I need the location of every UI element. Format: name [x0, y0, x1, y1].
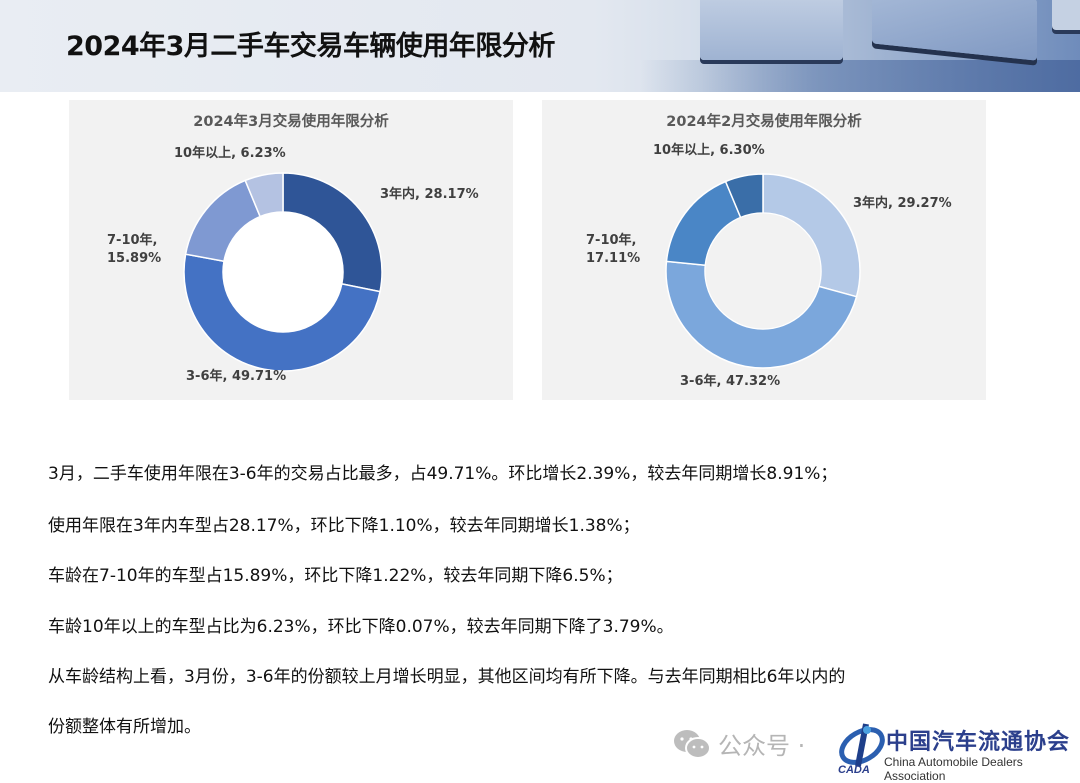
analysis-line: 份额整体有所增加。: [48, 717, 201, 737]
data-label-3y: 3年内, 29.27%: [853, 196, 952, 211]
data-label-7to10-value: 15.89%: [107, 251, 162, 266]
data-label-10plus: 10年以上, 6.23%: [174, 146, 286, 161]
donut-hole: [223, 212, 343, 332]
analysis-line: 从车龄结构上看，3月份，3-6年的份额较上月增长明显，其他区间均有所下降。与去年…: [48, 667, 846, 687]
watermark-org-en: China Automobile Dealers Association: [884, 755, 1023, 783]
data-label-7to10: 7-10年,: [107, 233, 158, 248]
chart-title: 2024年3月交易使用年限分析: [193, 114, 389, 130]
watermark: 公众号 · 中国汽车流通协会 China Automobile Dealers …: [668, 718, 1080, 783]
donut-segment: [183, 253, 381, 372]
donut-chart-march: [183, 172, 383, 372]
donut-segment: [724, 173, 764, 219]
analysis-line: 车龄10年以上的车型占比为6.23%，环比下降0.07%，较去年同期下降了3.7…: [48, 617, 674, 637]
donut-segment: [762, 173, 861, 298]
data-label-7to10-value: 17.11%: [586, 251, 641, 266]
banner-cube-decoration: [1052, 0, 1080, 30]
data-label-3y: 3年内, 28.17%: [380, 187, 479, 202]
donut-segment: [244, 172, 284, 218]
page-title: 2024年3月二手车交易车辆使用年限分析: [66, 31, 555, 62]
chart-title: 2024年2月交易使用年限分析: [666, 114, 862, 130]
watermark-org-cn: 中国汽车流通协会: [886, 729, 1071, 755]
donut-chart-february: [665, 173, 861, 369]
watermark-prefix: 公众号 ·: [718, 732, 806, 760]
banner-cube-decoration: [700, 0, 843, 60]
analysis-line: 使用年限在3年内车型占28.17%，环比下降1.10%，较去年同期增长1.38%…: [48, 516, 640, 536]
data-label-3to6: 3-6年, 47.32%: [680, 374, 781, 389]
analysis-line: 车龄在7-10年的车型占15.89%，环比下降1.22%，较去年同期下降6.5%…: [48, 566, 623, 586]
cada-logo-icon: [839, 723, 885, 767]
analysis-line: 3月，二手车使用年限在3-6年的交易占比最多，占49.71%。环比增长2.39%…: [48, 464, 838, 484]
data-label-10plus: 10年以上, 6.30%: [653, 143, 765, 158]
banner-floor: [640, 60, 1080, 92]
donut-segment: [282, 172, 383, 293]
donut-segment: [665, 260, 858, 369]
header-banner: 2024年3月二手车交易车辆使用年限分析: [0, 0, 1080, 92]
watermark-org-abbr: CADA: [838, 764, 870, 776]
banner-cube-decoration: [872, 0, 1037, 61]
data-label-3to6: 3-6年, 49.71%: [186, 369, 287, 384]
wechat-icon: [674, 730, 711, 759]
donut-hole: [705, 213, 821, 329]
chart-panel-february: 2024年2月交易使用年限分析 3年内, 29.27% 3-6年, 47.32%…: [542, 100, 986, 400]
data-label-7to10: 7-10年,: [586, 233, 637, 248]
chart-panel-march: 2024年3月交易使用年限分析 3年内, 28.17% 3-6年, 49.71%…: [69, 100, 513, 400]
